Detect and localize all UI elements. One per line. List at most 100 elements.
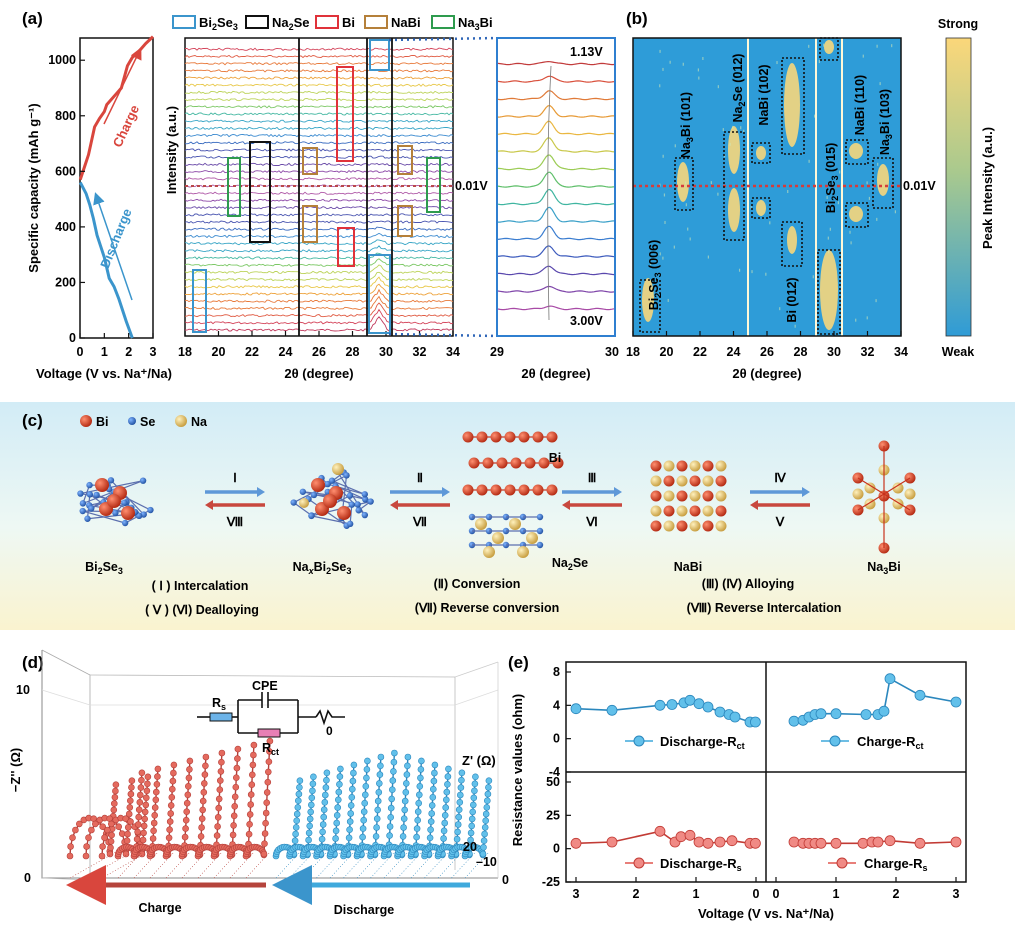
eis-point (216, 786, 224, 794)
heatmap-peak-boxes (639, 37, 894, 335)
resistance-point (714, 836, 726, 848)
heatmap-noise (662, 256, 664, 260)
heatmap-noise (827, 209, 829, 213)
peak-shift-guide (547, 65, 552, 321)
eis-point (453, 835, 461, 843)
eis-point (320, 806, 328, 814)
resistance-point (914, 689, 926, 701)
eis-point (428, 802, 436, 809)
eis-point (230, 812, 238, 820)
eis-point (415, 799, 423, 807)
na-atom (676, 475, 688, 487)
eis-point (377, 753, 385, 761)
na-atom (509, 518, 521, 530)
heatmap-ticks: 18 20 22 24 26 28 30 32 34 (626, 331, 908, 359)
heatmap-noise (673, 245, 675, 249)
peak-label-na2se-012: Na2Se (012) (731, 54, 747, 123)
eis-point (85, 834, 92, 842)
heatmap-noise (876, 217, 878, 221)
capacity-xtick: 2 (125, 345, 132, 359)
capacity-voltage-plot: 0 1 2 3 0 200 400 600 800 1000 Specific capacity … (26, 35, 172, 381)
se-atom (79, 507, 86, 515)
legend-bi2se3: Bi2Se3 (199, 15, 238, 32)
eis-point (373, 824, 380, 831)
resistance-xtick-charge: 2 (893, 887, 900, 901)
eis-point (198, 815, 206, 823)
discharge-arrow (93, 192, 133, 301)
heatmap-peak-box (639, 279, 661, 333)
eis-point (264, 778, 272, 786)
circuit-w: 0 (326, 724, 333, 738)
heatmap-noise (828, 250, 830, 254)
zoom-pattern-line (497, 188, 615, 206)
eis-point (348, 785, 356, 793)
eis-point (444, 780, 451, 788)
eis-point (372, 833, 380, 840)
eis-point (143, 787, 151, 795)
peak-label-nabi-102: NaBi (102) (757, 64, 771, 125)
bi-atom (715, 475, 727, 487)
eis-point (127, 797, 134, 805)
zoom-pattern-line (497, 75, 615, 83)
eis-point (345, 834, 353, 842)
eis-point (213, 832, 221, 839)
eis-point (388, 795, 396, 803)
bi-atom (323, 494, 337, 508)
eis-point (181, 833, 189, 841)
resistance-point (815, 708, 827, 720)
xrd-xtick: 20 (212, 345, 226, 359)
bi-atom (462, 484, 474, 496)
resistance-point (815, 837, 827, 849)
heatmap-noise (868, 196, 871, 200)
heatmap-xtick: 18 (626, 345, 640, 359)
arrow-step-label: Ⅷ (226, 515, 244, 529)
resistance-point (726, 835, 738, 847)
bi-atom (663, 475, 675, 487)
heatmap-peak-spot (784, 63, 800, 147)
heatmap-noise (879, 82, 881, 86)
arrow-step-label: Ⅳ (774, 471, 787, 485)
eis-point (429, 785, 437, 793)
heatmap-noise (814, 114, 816, 118)
resistance-point (654, 699, 666, 711)
heatmap-noise (659, 84, 661, 88)
eis-point (170, 769, 177, 777)
xrd-pattern-line (184, 62, 454, 66)
resistance-series (570, 673, 962, 849)
zoom-xlabel: 2θ (degree) (521, 366, 590, 381)
bi-atom (107, 494, 121, 508)
heatmap-noise (659, 49, 661, 53)
heatmap-noise (776, 61, 778, 65)
nabi-box-2 (302, 205, 318, 243)
eis-point (127, 818, 134, 825)
heatmap-xtick: 30 (827, 345, 841, 359)
na-atom (650, 505, 662, 517)
eis-point (108, 831, 115, 839)
resistance-point (788, 836, 800, 848)
eis-spectrum (197, 752, 223, 857)
eis-point (168, 793, 176, 801)
eis-point (150, 819, 158, 827)
heatmap-xtick: 22 (693, 345, 707, 359)
eis-point (468, 822, 476, 830)
eis-point (361, 799, 369, 807)
heatmap-noise (669, 60, 671, 64)
eis-point (386, 823, 394, 830)
heatmap-peak-spot (824, 40, 834, 54)
se-atom (367, 498, 374, 505)
xrd-xtick: 30 (379, 345, 393, 359)
heatmap-noise (812, 275, 814, 279)
na-atom (904, 488, 916, 500)
bi-atom (538, 457, 550, 469)
heatmap-noise (664, 220, 666, 224)
heatmap-noise (765, 272, 767, 276)
eis-point (336, 780, 343, 788)
eis-point (483, 797, 491, 805)
xrd-pattern-line (184, 69, 454, 73)
eis-point (349, 777, 357, 785)
na-atom (689, 460, 701, 472)
eis-spectrum (245, 741, 271, 857)
na-atom (715, 490, 727, 502)
heatmap-noise (855, 318, 857, 322)
eis-point (115, 823, 122, 831)
